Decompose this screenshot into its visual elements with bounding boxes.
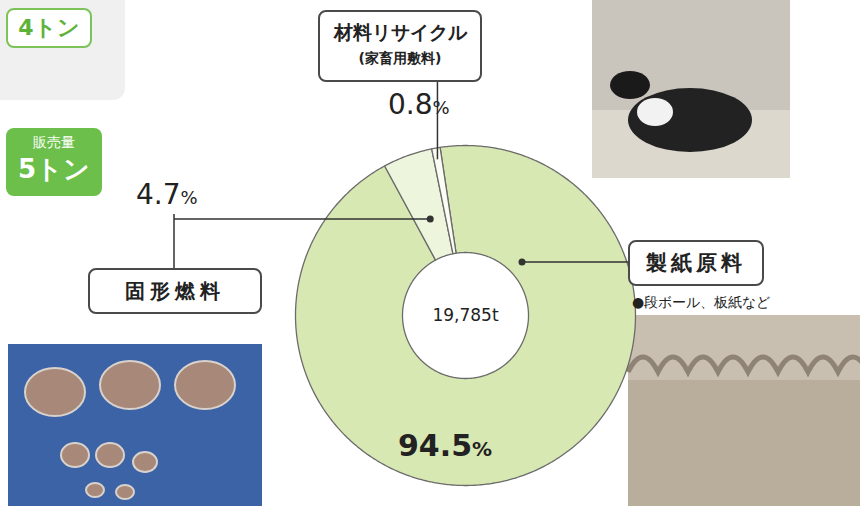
html-text:0.8%: 0.8% [388, 88, 450, 121]
html-text:材料リサイクル: 材料リサイクル [333, 21, 467, 43]
html-text:固形燃料: 固形燃料 [125, 279, 225, 303]
html-text:製紙原料: 製紙原料 [646, 251, 746, 275]
html-text:4トン: 4トン [18, 15, 80, 40]
html-text:5トン: 5トン [18, 154, 90, 184]
html-text:販売量: 販売量 [33, 134, 75, 150]
html-text:(家畜用敷料): (家畜用敷料) [358, 50, 442, 66]
html-text:4.7%: 4.7% [136, 178, 198, 211]
svg-text:19,785t: 19,785t [432, 305, 498, 325]
html-text:●段ボール、板紙など: ●段ボール、板紙など [632, 294, 771, 310]
html-text:94.5%: 94.5% [398, 428, 493, 463]
